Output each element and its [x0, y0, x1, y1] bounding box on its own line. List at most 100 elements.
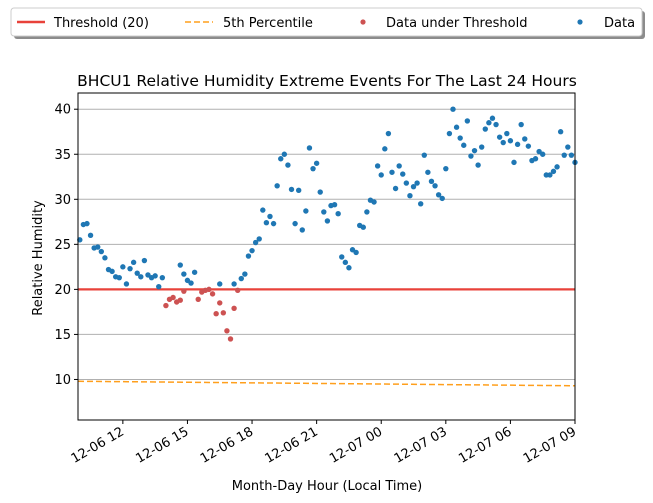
data-point: [493, 121, 499, 128]
data-point: [547, 172, 553, 178]
data-point: [159, 274, 166, 281]
data-point: [392, 185, 399, 192]
data-point: [500, 139, 506, 146]
legend-under-threshold-label: Data under Threshold: [386, 16, 527, 31]
data-point: [396, 163, 402, 169]
data-point: [335, 211, 341, 217]
under-threshold-point: [209, 291, 216, 297]
data-point: [565, 144, 571, 150]
data-point: [475, 162, 481, 168]
data-point: [260, 207, 266, 213]
y-tick-label: 30: [54, 193, 71, 208]
data-point: [496, 134, 503, 140]
data-point: [156, 283, 162, 290]
legend-under-threshold-marker: [360, 19, 366, 25]
data-point: [471, 147, 478, 154]
data-point: [432, 183, 438, 189]
data-point: [525, 143, 532, 149]
data-point: [504, 130, 510, 137]
data-point: [554, 164, 560, 170]
data-point: [468, 153, 474, 159]
data-point: [295, 187, 302, 193]
data-point: [274, 183, 280, 189]
data-point: [98, 248, 105, 255]
under-threshold-point: [213, 311, 219, 317]
chart-title: BHCU1 Relative Humidity Extreme Events F…: [77, 72, 577, 90]
data-point: [292, 220, 298, 227]
data-point: [263, 220, 270, 226]
data-point: [522, 136, 528, 142]
x-tick-label: 12-06 18: [198, 424, 256, 466]
data-point: [306, 145, 313, 151]
data-point: [435, 192, 442, 198]
y-tick-label: 25: [54, 238, 71, 253]
data-point: [267, 213, 273, 220]
data-point: [116, 274, 122, 281]
x-tick-label: 12-07 00: [327, 424, 385, 466]
data-point: [561, 152, 567, 158]
data-point: [410, 183, 417, 190]
data-point: [181, 271, 187, 277]
x-tick-label: 12-07 03: [392, 424, 450, 466]
data-point: [281, 151, 288, 157]
data-point: [256, 236, 262, 242]
data-point: [188, 280, 194, 286]
data-point: [360, 224, 366, 230]
data-point: [217, 281, 223, 287]
data-point: [288, 186, 295, 193]
data-point: [479, 144, 485, 150]
under-threshold-point: [224, 328, 230, 334]
data-point: [414, 180, 420, 186]
data-point: [385, 130, 392, 137]
percentile-line: [77, 380, 576, 387]
legend: Threshold (20) 5th Percentile Data under…: [10, 7, 645, 39]
x-tick-label: 12-06 12: [69, 424, 127, 466]
data-point: [389, 169, 395, 175]
data-point: [331, 202, 338, 208]
data-point: [342, 259, 349, 266]
data-point: [417, 201, 424, 207]
gridlines: [78, 108, 575, 380]
under-threshold-point: [206, 286, 212, 293]
data-point: [450, 106, 456, 112]
data-point: [134, 270, 140, 276]
legend-threshold-label: Threshold (20): [53, 16, 149, 31]
data-point: [443, 165, 449, 172]
data-point: [130, 259, 137, 266]
data-point: [84, 220, 90, 227]
data-point: [439, 195, 445, 202]
data-point: [353, 249, 359, 256]
under-threshold-point: [181, 288, 187, 294]
data-point: [299, 227, 305, 233]
under-threshold-point: [231, 305, 237, 311]
data-point: [95, 244, 101, 250]
data-point: [461, 142, 467, 148]
data-point: [321, 209, 327, 215]
data-point: [242, 271, 248, 277]
data-point: [310, 165, 316, 172]
data-point: [464, 118, 471, 124]
data-point: [313, 160, 320, 166]
data-point: [486, 120, 492, 126]
data-point: [278, 156, 284, 162]
y-axis-ticks: 10 15 20 25 30 35 40: [54, 103, 78, 388]
data-point: [303, 208, 309, 214]
under-threshold-point: [234, 287, 241, 293]
under-threshold-point: [163, 302, 169, 309]
data-point: [87, 232, 94, 239]
plot-frame: [77, 92, 576, 421]
data-point: [482, 126, 488, 132]
x-axis-ticks: 12-06 12 12-06 15 12-06 18 12-06 21 12-07 00…: [69, 420, 579, 467]
data-point: [532, 156, 539, 162]
under-threshold-point: [217, 300, 223, 306]
data-point: [446, 130, 453, 137]
data-point: [138, 274, 144, 280]
data-point: [191, 269, 198, 275]
data-point: [428, 178, 435, 184]
data-point: [238, 275, 244, 282]
y-tick-label: 15: [54, 328, 71, 343]
data-point: [453, 124, 460, 130]
legend-data-label: Data: [604, 16, 635, 31]
